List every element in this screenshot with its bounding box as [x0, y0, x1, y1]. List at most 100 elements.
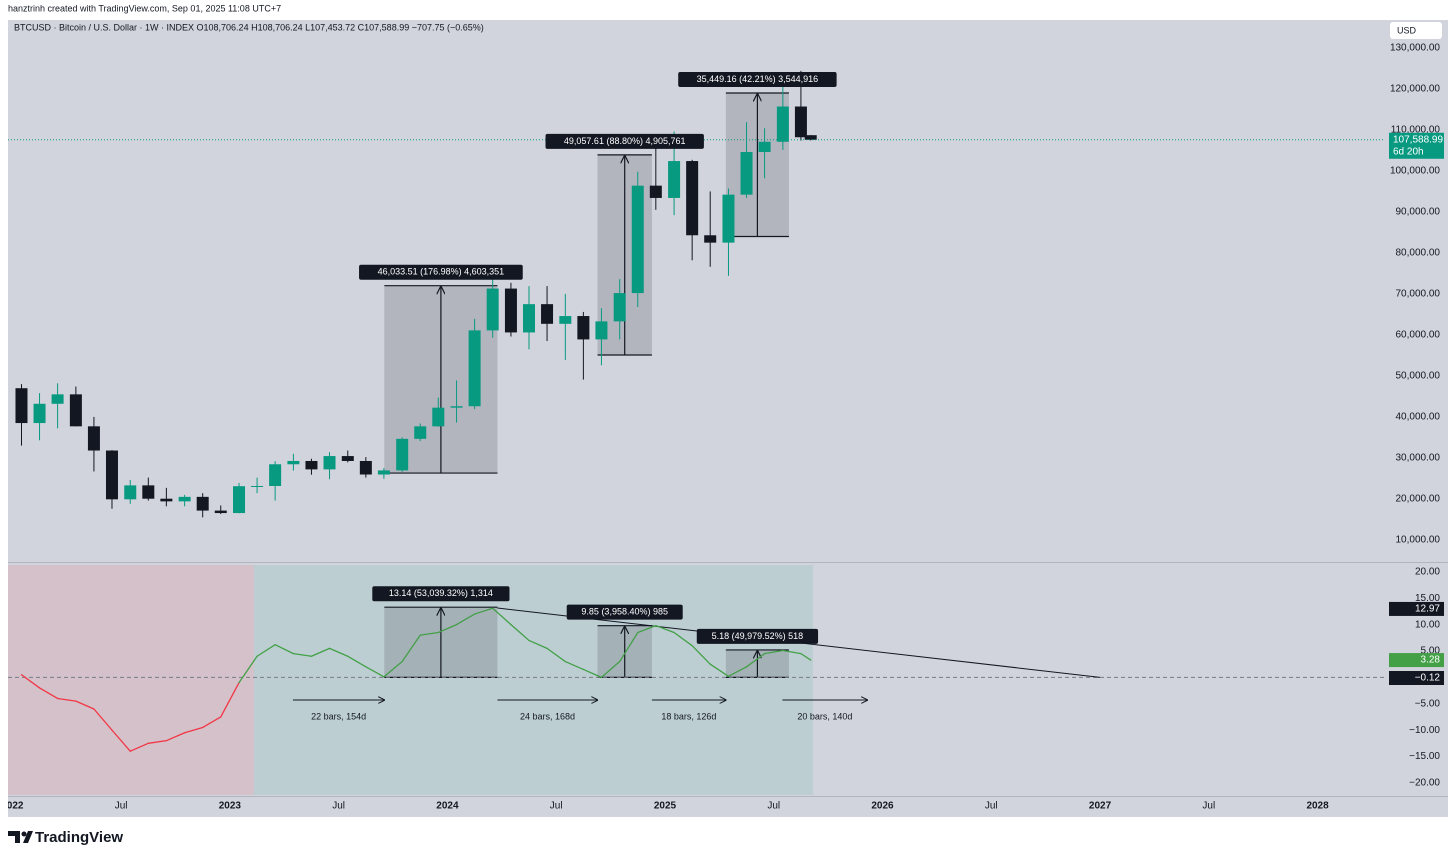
- oscillator-line: [56, 697, 77, 702]
- oscillator-line: [347, 655, 367, 668]
- y-tick-label: 120,000.00: [1390, 84, 1440, 95]
- candle-body: [196, 496, 209, 511]
- currency-box[interactable]: [1390, 22, 1442, 39]
- credit: hanztrinh created with TradingView.com, …: [8, 3, 281, 13]
- candle-body: [269, 464, 282, 486]
- y-tick-label: 10.00: [1415, 619, 1440, 630]
- region: [8, 565, 254, 795]
- oscillator-line: [673, 631, 693, 647]
- oscillator-line: [510, 623, 530, 642]
- candle-body: [251, 485, 264, 487]
- logo: [8, 831, 33, 843]
- y-tick-label: 70,000.00: [1396, 289, 1441, 300]
- candle-body: [377, 470, 390, 475]
- x-tick-label: Jul: [767, 801, 780, 812]
- oscillator-line: [111, 729, 131, 752]
- candle-body: [214, 510, 227, 514]
- oscillator-line: [238, 655, 258, 684]
- oscillator-line: [564, 660, 585, 671]
- candle-body: [142, 485, 155, 499]
- x-tick-label: 2027: [1089, 801, 1112, 812]
- candle-body: [704, 235, 717, 243]
- measure-label: 9.85 (3,958.40%) 985: [581, 607, 668, 617]
- x-tick-label: Jul: [332, 801, 345, 812]
- measure-label-bg: [696, 628, 819, 644]
- oscillator-line: [763, 649, 784, 655]
- candle-body: [613, 293, 626, 322]
- y-tick-label: 50,000.00: [1396, 371, 1441, 382]
- y-tick-label: 10,000.00: [1396, 535, 1441, 546]
- candle-body: [686, 161, 699, 236]
- candle-body: [341, 456, 354, 461]
- oscillator-line: [365, 666, 385, 678]
- oscillator-line: [292, 652, 313, 657]
- oscillator-line: [637, 625, 657, 634]
- y-tick-label: 20.00: [1415, 566, 1440, 577]
- x-tick-label: Jul: [985, 801, 998, 812]
- candle-body: [396, 438, 409, 471]
- oscillator-line: [129, 742, 149, 752]
- oscillator-line: [38, 687, 59, 700]
- y-tick-label: 60,000.00: [1396, 330, 1441, 341]
- x-tick-label: 2028: [1306, 801, 1329, 812]
- span-label: 24 bars, 168d: [520, 711, 575, 721]
- candle-body: [51, 394, 64, 404]
- candle-body: [649, 185, 662, 198]
- price-pane: [8, 70, 1385, 518]
- region: [253, 565, 813, 795]
- oscillator-line: [600, 660, 621, 679]
- measure-label: 35,449.16 (42.21%) 3,544,916: [697, 74, 819, 84]
- measure-label-bg: [566, 604, 683, 620]
- brand: TradingView: [35, 829, 123, 846]
- oscillator-line: [383, 660, 403, 678]
- oscillator-line: [220, 681, 240, 718]
- oscillator-line: [619, 631, 639, 663]
- oscillator-line: [782, 649, 802, 655]
- candle-body: [631, 185, 644, 294]
- measure-label-bg: [372, 586, 510, 602]
- measure-label-bg: [545, 133, 704, 149]
- time-axis: 2022 Jul 2023 Jul 2024 Jul 2025 Jul 2026 Jul 2027 J…: [8, 801, 1329, 812]
- candle-body: [233, 486, 246, 514]
- x-tick-label: Jul: [550, 801, 563, 812]
- candle-body: [287, 460, 300, 465]
- measure-label: 13.14 (53,039.32%) 1,314: [389, 588, 493, 598]
- y-tick-label: 130,000.00: [1390, 43, 1440, 54]
- x-tick-label: 2023: [219, 801, 242, 812]
- oscillator-line: [165, 732, 186, 742]
- candle-body: [740, 152, 753, 195]
- measure-label-bg: [359, 264, 523, 280]
- candle-body: [323, 456, 336, 470]
- candle-body: [804, 135, 817, 140]
- measure-label: 49,057.61 (88.80%) 4,905,761: [564, 136, 686, 146]
- oscillator-line: [419, 631, 439, 636]
- x-tick-label: Jul: [1202, 801, 1215, 812]
- candle-body: [577, 316, 590, 340]
- oscillator-line: [492, 607, 512, 626]
- y-tick-label: −5.00: [1415, 698, 1441, 709]
- candle-body: [794, 106, 807, 138]
- y-tick-label: 15.00: [1415, 593, 1440, 604]
- oscillator-line: [274, 644, 295, 655]
- oscillator-line: [455, 613, 476, 626]
- candle-body: [87, 426, 100, 451]
- candle-body: [486, 288, 499, 331]
- oscillator-line: [310, 647, 331, 657]
- candle-body: [522, 304, 535, 333]
- candle-body: [15, 388, 28, 424]
- y-tick-label: 5.00: [1421, 646, 1441, 657]
- y-tick-label: −15.00: [1409, 751, 1440, 762]
- value-badge: [1389, 653, 1444, 668]
- value-badge: [1389, 601, 1444, 616]
- measure-label-bg: [678, 71, 837, 87]
- candle-body: [468, 330, 481, 407]
- measure-label: 46,033.51 (176.98%) 4,603,351: [378, 267, 505, 277]
- x-tick-label: 2024: [436, 801, 459, 812]
- span-label: 22 bars, 154d: [311, 711, 366, 721]
- y-tick-label: 100,000.00: [1390, 166, 1440, 177]
- oscillator-line: [745, 652, 766, 668]
- currency[interactable]: USD: [1397, 25, 1417, 35]
- candle-body: [33, 403, 46, 424]
- candle-body: [124, 485, 137, 500]
